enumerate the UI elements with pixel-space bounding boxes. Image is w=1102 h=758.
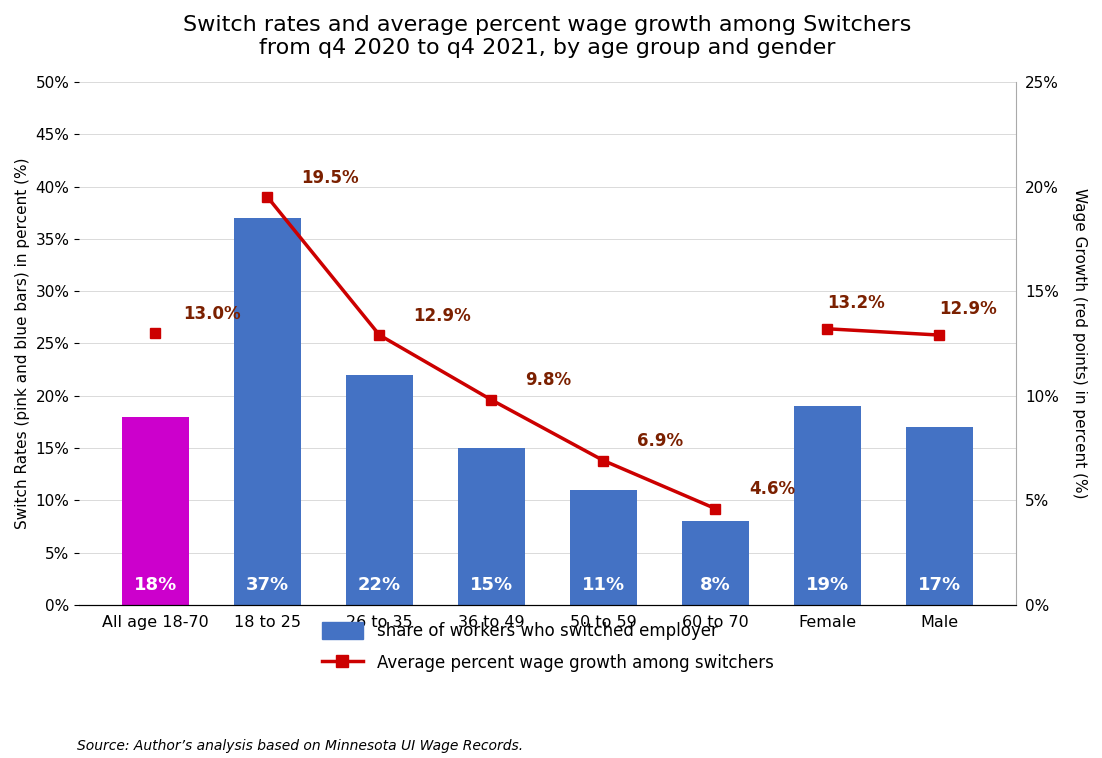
Bar bbox=[457, 448, 525, 605]
Text: 12.9%: 12.9% bbox=[940, 300, 997, 318]
Y-axis label: Switch Rates (pink and blue bars) in percent (%): Switch Rates (pink and blue bars) in per… bbox=[15, 158, 30, 529]
Bar bbox=[346, 374, 413, 605]
Text: 19.5%: 19.5% bbox=[301, 168, 358, 186]
Bar bbox=[682, 522, 749, 605]
Bar bbox=[793, 406, 861, 605]
Text: 22%: 22% bbox=[358, 576, 401, 594]
Text: 15%: 15% bbox=[469, 576, 514, 594]
Text: Source: Author’s analysis based on Minnesota UI Wage Records.: Source: Author’s analysis based on Minne… bbox=[77, 739, 523, 753]
Bar bbox=[234, 218, 301, 605]
Bar bbox=[122, 417, 190, 605]
Bar bbox=[570, 490, 637, 605]
Text: 12.9%: 12.9% bbox=[413, 306, 471, 324]
Bar bbox=[906, 427, 973, 605]
Text: 9.8%: 9.8% bbox=[525, 371, 571, 390]
Text: 18%: 18% bbox=[133, 576, 177, 594]
Y-axis label: Wage Growth (red points) in percent (%): Wage Growth (red points) in percent (%) bbox=[1072, 188, 1087, 499]
Title: Switch rates and average percent wage growth among Switchers
from q4 2020 to q4 : Switch rates and average percent wage gr… bbox=[183, 15, 911, 58]
Text: 13.0%: 13.0% bbox=[183, 305, 241, 322]
Text: 19%: 19% bbox=[806, 576, 849, 594]
Text: 37%: 37% bbox=[246, 576, 289, 594]
Legend: share of workers who switched employer, Average percent wage growth among switch: share of workers who switched employer, … bbox=[313, 614, 781, 680]
Text: 8%: 8% bbox=[700, 576, 731, 594]
Text: 4.6%: 4.6% bbox=[749, 481, 796, 498]
Text: 11%: 11% bbox=[582, 576, 625, 594]
Text: 17%: 17% bbox=[918, 576, 961, 594]
Text: 6.9%: 6.9% bbox=[637, 432, 683, 450]
Text: 13.2%: 13.2% bbox=[828, 294, 885, 312]
